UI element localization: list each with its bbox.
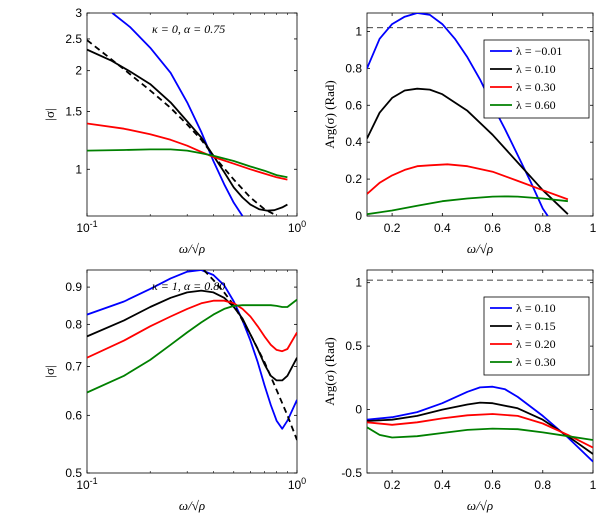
chart-top-left-ylabel: |σ| [42,108,57,120]
chart-bottom-right-series--0-15 [367,401,593,455]
chart-top-right-xtick-label: 0.4 [434,221,451,235]
chart-top-right-legend-entry: λ = 0.10 [516,62,556,76]
chart-top-right-xtick-label: 1 [590,221,597,235]
chart-bottom-left-ytick-label: 0.8 [65,317,82,331]
chart-bottom-right-xtick-label: 0.8 [534,478,551,492]
chart-top-left-xtick-exp: -1 [90,219,98,229]
chart-top-left-xlabel: ω/√ρ [179,241,205,256]
chart-bottom-right-ytick-label: 0.5 [345,339,362,353]
chart-top-left-ytick-label: 1 [75,162,82,176]
chart-bottom-left-xtick-label: 100 [288,476,306,492]
chart-top-left-xtick-label: 10-1 [76,219,97,235]
chart-bottom-left-xtick-exp: -1 [90,476,98,486]
chart-top-right-ytick-label: 0.6 [345,98,362,112]
chart-top-right: 0.2 0.4 0.6 0.8 1 0 0.2 0.4 0.6 0.8 1 ω/√ρ Arg(σ) (R… [322,12,597,256]
chart-top-right-frame [366,12,594,217]
chart-bottom-left-annotation: κ = 1, α = 0.80 [152,279,225,293]
chart-top-right-legend: λ = −0.01 λ = 0.10 λ = 0.30 λ = 0.60 [483,39,590,119]
chart-top-right-ytick-label: 0 [355,209,362,223]
chart-bottom-left-ytick-label: 0.9 [65,280,82,294]
chart-top-right-legend-entry: λ = −0.01 [516,44,562,58]
chart-bottom-right-series--0-20 [367,413,593,449]
chart-bottom-left-xlabel: ω/√ρ [179,498,205,513]
chart-bottom-left-ylabel: |σ| [42,365,57,377]
chart-bottom-right-xlabel: ω/√ρ [467,498,493,513]
chart-top-right-legend-entry: λ = 0.60 [516,98,556,112]
chart-bottom-right-xtick-label: 0.2 [384,478,401,492]
chart-bottom-right-xtick-label: 1 [590,478,597,492]
chart-bottom-right-xtick-label: 0.6 [484,478,501,492]
chart-bottom-right-legend: λ = 0.10 λ = 0.15 λ = 0.20 λ = 0.30 [483,296,590,376]
chart-top-left-series-black [87,48,288,212]
chart-top-left-ytick-label: 1.5 [65,105,82,119]
chart-top-right-legend-entry: λ = 0.30 [516,80,556,94]
chart-top-left-series-green [87,148,288,179]
chart-top-right-xtick-label: 0.6 [484,221,501,235]
chart-bottom-right-ytick-label: -0.5 [341,466,362,480]
chart-top-left-xtick-label: 100 [288,219,306,235]
chart-top-left-frame [86,12,298,217]
chart-top-left-series-group [87,13,288,216]
chart-top-right-xlabel: ω/√ρ [467,241,493,256]
chart-bottom-right-ytick-label: 1 [355,276,362,290]
chart-bottom-right-series-group [367,385,593,463]
chart-bottom-right-ytick-label: 0 [355,403,362,417]
chart-top-left-series-blue [111,13,244,216]
chart-top-right-xtick-label: 0.8 [534,221,551,235]
chart-bottom-right-legend-entry: λ = 0.20 [516,337,556,351]
chart-bottom-left-series-black-dashed [203,270,297,441]
chart-top-left-xtick-base: 10 [288,221,302,235]
chart-top-left-series-black-dashed [87,39,278,216]
chart-bottom-left-ytick-label: 0.7 [65,360,82,374]
chart-bottom-left-frame [86,269,298,474]
chart-bottom-right: 0.2 0.4 0.6 0.8 1 -0.5 0 0.5 1 ω/√ρ Arg(σ) (Rad) λ … [322,269,597,513]
chart-top-right-xtick-label: 0.2 [384,221,401,235]
chart-bottom-left-xtick-label: 10-1 [76,476,97,492]
chart-top-right-series--0-30 [367,163,569,201]
chart-top-right-series--0-01 [367,13,549,216]
chart-bottom-left-xtick-exp: 0 [301,476,306,486]
chart-top-right-series--0-60 [367,195,568,216]
chart-top-left-annotation: κ = 0, α = 0.75 [152,22,225,36]
chart-top-right-ytick-label: 0.2 [345,172,362,186]
chart-bottom-left-ytick-label: 0.6 [65,408,82,422]
chart-top-right-ytick-label: 0.4 [345,135,362,149]
chart-bottom-left-series-group [87,270,297,441]
chart-top-left-ytick-label: 3 [75,6,82,20]
chart-top-left-ytick-label: 2.5 [65,32,82,46]
chart-bottom-right-legend-entry: λ = 0.15 [516,319,556,333]
chart-bottom-right-ylabel: Arg(σ) (Rad) [322,337,337,406]
chart-bottom-right-legend-entry: λ = 0.30 [516,355,556,369]
chart-bottom-right-series--0-10 [367,385,593,463]
chart-top-left-xtick-base: 10 [76,221,90,235]
chart-top-left-series-red [87,122,288,181]
chart-top-right-ytick-label: 1 [355,24,362,38]
chart-bottom-left-series-blue [87,270,297,430]
chart-top-right-series--0-10 [367,87,569,215]
chart-bottom-left-xtick-base: 10 [288,478,302,492]
chart-top-left-ytick-label: 2 [75,64,82,78]
chart-bottom-right-legend-entry: λ = 0.10 [516,301,556,315]
chart-bottom-right-series--0-30 [367,426,593,441]
chart-top-right-ytick-label: 0.8 [345,61,362,75]
chart-top-left-xtick-exp: 0 [301,219,306,229]
chart-bottom-left-xtick-base: 10 [76,478,90,492]
chart-top-right-series-group [367,13,569,216]
chart-bottom-right-xtick-label: 0.4 [434,478,451,492]
chart-bottom-left-ytick-label: 0.5 [65,466,82,480]
chart-bottom-right-frame [366,269,594,474]
chart-bottom-left-series-green [87,298,297,394]
chart-top-right-ylabel: Arg(σ) (Rad) [322,80,337,149]
